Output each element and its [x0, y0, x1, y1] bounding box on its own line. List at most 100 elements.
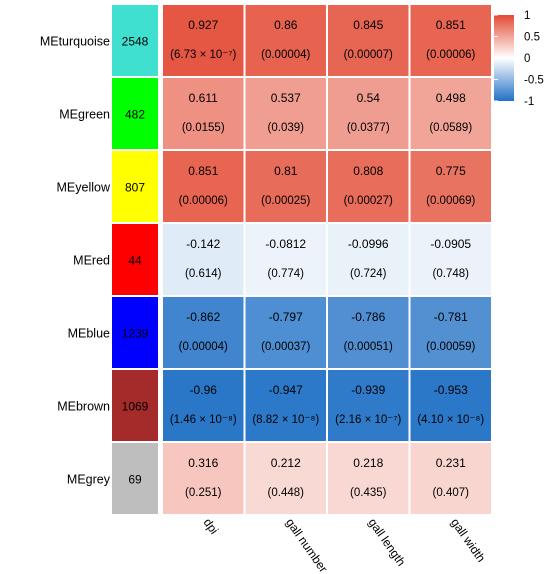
- module-size-label: 482: [125, 108, 145, 122]
- heatmap-cell: [328, 443, 409, 514]
- cell-correlation-label: 0.231: [436, 456, 466, 470]
- column-label: gall number: [283, 516, 330, 574]
- row-label: MEgreen: [59, 108, 110, 122]
- row-label: MEred: [73, 254, 110, 268]
- module-color-block: [112, 370, 158, 441]
- module-color-block: [112, 443, 158, 514]
- module-color-block: [112, 297, 158, 368]
- module-color-block: [112, 151, 158, 222]
- row-label: MEturquoise: [40, 35, 110, 49]
- heatmap-cell: [163, 224, 244, 295]
- row-label: MEyellow: [57, 181, 111, 195]
- cell-correlation-label: -0.96: [190, 383, 218, 397]
- cell-pvalue-label: (0.00004): [179, 341, 228, 353]
- heatmap-cell: [163, 297, 244, 368]
- cell-correlation-label: -0.0905: [430, 237, 471, 251]
- cell-pvalue-label: (4.10 × 10⁻⁸): [417, 414, 484, 426]
- cell-pvalue-label: (1.46 × 10⁻⁸): [170, 414, 237, 426]
- cell-correlation-label: 0.537: [271, 91, 301, 105]
- module-color-block: [112, 5, 158, 76]
- cell-pvalue-label: (0.00069): [426, 195, 475, 207]
- cell-correlation-label: -0.939: [351, 383, 385, 397]
- cell-correlation-label: -0.797: [269, 310, 303, 324]
- legend-colorbar: [494, 15, 514, 101]
- module-size-label: 807: [125, 181, 145, 195]
- row-label: MEblue: [68, 327, 110, 341]
- cell-pvalue-label: (0.448): [268, 487, 305, 499]
- heatmap-cell: [163, 151, 244, 222]
- heatmap-cell: [328, 297, 409, 368]
- heatmap-cell: [410, 5, 491, 76]
- cell-correlation-label: 0.218: [353, 456, 383, 470]
- cell-correlation-label: 0.212: [271, 456, 301, 470]
- heatmap-cell: [245, 370, 326, 441]
- column-label: gall width: [448, 516, 488, 565]
- cell-correlation-label: -0.786: [351, 310, 385, 324]
- module-color-block: [112, 224, 158, 295]
- module-size-label: 1069: [122, 400, 149, 414]
- heatmap-cell: [328, 370, 409, 441]
- cell-correlation-label: -0.781: [434, 310, 468, 324]
- cell-pvalue-label: (0.774): [268, 268, 305, 280]
- legend-tick-label: 1: [524, 10, 530, 22]
- cell-correlation-label: -0.947: [269, 383, 303, 397]
- column-label: dpi: [201, 516, 222, 537]
- cell-pvalue-label: (0.00025): [261, 195, 310, 207]
- heatmap-cell: [410, 224, 491, 295]
- cell-pvalue-label: (0.00059): [426, 341, 475, 353]
- cell-pvalue-label: (2.16 × 10⁻⁷): [335, 414, 401, 426]
- cell-pvalue-label: (0.0377): [347, 122, 390, 134]
- cell-correlation-label: 0.845: [353, 18, 383, 32]
- module-size-label: 69: [128, 473, 142, 487]
- cell-correlation-label: 0.86: [274, 18, 298, 32]
- cell-correlation-label: 0.316: [188, 456, 218, 470]
- cell-correlation-label: 0.927: [188, 18, 218, 32]
- cell-pvalue-label: (6.73 × 10⁻⁷): [170, 49, 236, 61]
- module-color-block: [112, 78, 158, 149]
- cell-correlation-label: 0.851: [436, 18, 466, 32]
- cell-pvalue-label: (0.251): [185, 487, 222, 499]
- cell-correlation-label: 0.775: [436, 164, 466, 178]
- legend-tick-label: 0.5: [524, 32, 540, 44]
- heatmap-cell: [163, 370, 244, 441]
- cell-pvalue-label: (0.00051): [344, 341, 393, 353]
- heatmap-cell: [163, 443, 244, 514]
- legend-tick-label: 0: [524, 53, 530, 65]
- cell-pvalue-label: (0.748): [433, 268, 470, 280]
- heatmap-cell: [245, 151, 326, 222]
- cell-correlation-label: -0.142: [186, 237, 220, 251]
- heatmap-cell: [245, 78, 326, 149]
- cell-correlation-label: -0.862: [186, 310, 220, 324]
- legend-tick-label: -0.5: [524, 75, 544, 87]
- module-size-label: 2548: [122, 35, 149, 49]
- cell-correlation-label: -0.0996: [348, 237, 389, 251]
- heatmap-cell: [410, 297, 491, 368]
- legend-tick-label: -1: [524, 96, 534, 108]
- heatmap-cell: [328, 151, 409, 222]
- heatmap-cell: [328, 5, 409, 76]
- heatmap-cell: [245, 224, 326, 295]
- heatmap-cell: [245, 5, 326, 76]
- module-size-label: 44: [128, 254, 142, 268]
- cell-pvalue-label: (0.00006): [426, 49, 475, 61]
- heatmap-cell: [410, 78, 491, 149]
- cell-correlation-label: 0.808: [353, 164, 383, 178]
- cell-pvalue-label: (0.435): [350, 487, 387, 499]
- cell-pvalue-label: (0.724): [350, 268, 387, 280]
- heatmap-cell: [410, 443, 491, 514]
- cell-correlation-label: -0.0812: [265, 237, 306, 251]
- column-label: gall length: [366, 516, 409, 569]
- cell-pvalue-label: (0.00027): [344, 195, 393, 207]
- cell-pvalue-label: (0.00007): [344, 49, 393, 61]
- cell-correlation-label: 0.498: [436, 91, 466, 105]
- module-size-label: 1239: [122, 327, 149, 341]
- cell-pvalue-label: (0.0589): [429, 122, 472, 134]
- heatmap-cell: [410, 370, 491, 441]
- heatmap-cell: [163, 5, 244, 76]
- cell-pvalue-label: (0.00004): [261, 49, 310, 61]
- cell-pvalue-label: (0.407): [433, 487, 470, 499]
- cell-correlation-label: 0.81: [274, 164, 298, 178]
- heatmap-cell: [245, 297, 326, 368]
- row-label: MEbrown: [57, 400, 110, 414]
